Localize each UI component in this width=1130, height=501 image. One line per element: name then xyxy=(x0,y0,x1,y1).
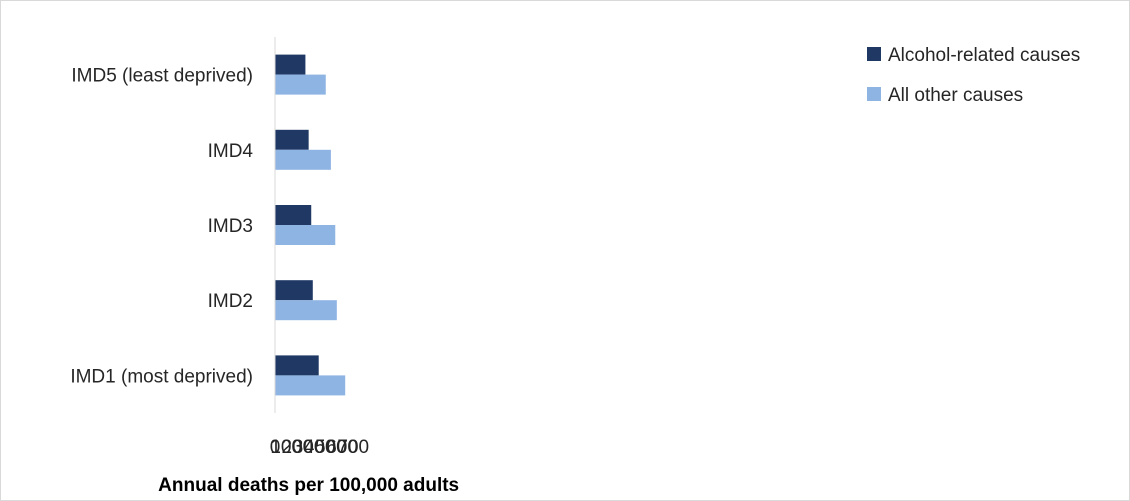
legend-swatch xyxy=(867,87,881,101)
bar-alcohol-related xyxy=(275,355,319,376)
bar-alcohol-related xyxy=(275,205,312,225)
x-tick-label: 0 xyxy=(270,437,281,458)
x-axis-title: Annual deaths per 100,000 adults xyxy=(158,475,459,496)
category-label: IMD2 xyxy=(208,291,253,312)
x-tick-label: 500 xyxy=(315,437,347,458)
bar-other-causes xyxy=(275,149,331,170)
bar-alcohol-related xyxy=(275,54,306,75)
x-tick-label: 100 xyxy=(270,437,302,458)
category-label: IMD5 (least deprived) xyxy=(71,66,253,87)
x-tick-label: 400 xyxy=(304,437,336,458)
legend-entry-label: All other causes xyxy=(888,85,1023,106)
x-tick-label: 700 xyxy=(337,437,369,458)
x-tick-label: 600 xyxy=(326,437,358,458)
category-label: IMD3 xyxy=(208,216,253,237)
bar-other-causes xyxy=(275,225,336,245)
legend: Alcohol-related causes All other causes xyxy=(867,45,1080,106)
bar-alcohol-related xyxy=(275,280,313,301)
bar-other-causes xyxy=(275,375,346,396)
x-tick-label: 300 xyxy=(293,437,325,458)
legend-swatch xyxy=(867,47,881,61)
x-tick-label: 200 xyxy=(282,437,314,458)
category-label: IMD1 (most deprived) xyxy=(70,366,253,387)
bar-other-causes xyxy=(275,300,337,321)
category-labels: IMD5 (least deprived) IMD4 IMD3 IMD2 IMD1 (m… xyxy=(70,66,253,388)
bar-other-causes xyxy=(275,74,326,95)
bar-alcohol-related xyxy=(275,129,309,150)
legend-entry-label: Alcohol-related causes xyxy=(888,45,1080,66)
bars-group xyxy=(275,54,346,396)
category-label: IMD4 xyxy=(208,141,254,162)
